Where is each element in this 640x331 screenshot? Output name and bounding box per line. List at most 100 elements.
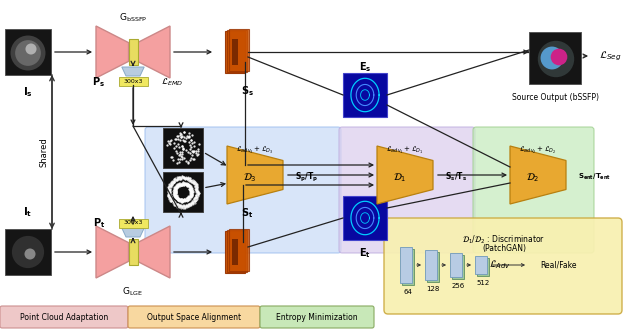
Text: $\mathrm{G_{LGE}}$: $\mathrm{G_{LGE}}$ — [122, 286, 143, 299]
Point — [168, 190, 179, 195]
Point — [184, 194, 195, 199]
Point — [167, 179, 177, 184]
Point — [177, 204, 187, 209]
Point — [172, 194, 182, 199]
Point — [175, 138, 186, 143]
Text: $\mathbf{I_t}$: $\mathbf{I_t}$ — [23, 205, 33, 219]
Point — [179, 182, 189, 187]
FancyBboxPatch shape — [225, 31, 245, 73]
Point — [172, 177, 182, 182]
Point — [190, 194, 200, 199]
Point — [169, 188, 179, 193]
Point — [177, 181, 187, 186]
Point — [173, 202, 184, 207]
Point — [180, 198, 190, 203]
Point — [174, 197, 184, 202]
Circle shape — [12, 236, 44, 268]
Point — [186, 194, 196, 199]
Point — [186, 190, 196, 195]
Point — [177, 155, 187, 160]
FancyBboxPatch shape — [450, 253, 462, 277]
Point — [190, 183, 200, 188]
Point — [172, 182, 182, 187]
Point — [176, 134, 186, 139]
Point — [170, 187, 180, 192]
Point — [186, 201, 196, 206]
Point — [163, 184, 173, 190]
Point — [180, 175, 191, 180]
FancyBboxPatch shape — [475, 256, 487, 274]
Point — [183, 175, 193, 180]
Point — [181, 174, 191, 180]
Point — [177, 183, 187, 188]
Point — [164, 194, 174, 199]
Point — [168, 180, 178, 186]
Point — [189, 199, 199, 204]
Polygon shape — [122, 67, 144, 76]
Point — [169, 185, 179, 190]
Point — [193, 188, 204, 193]
Point — [186, 202, 196, 208]
Point — [166, 183, 177, 189]
Point — [182, 195, 193, 200]
Point — [171, 143, 181, 149]
Point — [173, 196, 184, 201]
Point — [178, 146, 188, 152]
Point — [186, 187, 196, 192]
Point — [171, 191, 181, 196]
Point — [170, 191, 180, 196]
Point — [174, 159, 184, 165]
Point — [172, 185, 182, 190]
FancyBboxPatch shape — [400, 247, 412, 283]
Point — [169, 202, 179, 207]
Point — [182, 182, 192, 187]
Text: $\mathcal{D}_1$: $\mathcal{D}_1$ — [393, 171, 407, 184]
Point — [170, 200, 180, 206]
Point — [167, 178, 177, 183]
FancyBboxPatch shape — [425, 250, 437, 280]
Point — [177, 198, 188, 203]
Point — [181, 198, 191, 203]
Point — [182, 198, 192, 204]
Point — [178, 181, 188, 187]
Point — [169, 177, 179, 182]
Point — [166, 199, 177, 204]
Point — [191, 186, 202, 191]
Point — [184, 194, 194, 199]
Point — [188, 202, 198, 207]
Point — [165, 189, 175, 194]
Text: $\mathcal{D}_1/\mathcal{D}_2$ : Discriminator: $\mathcal{D}_1/\mathcal{D}_2$ : Discrimi… — [463, 234, 545, 246]
FancyBboxPatch shape — [145, 127, 341, 253]
Point — [188, 177, 198, 183]
Point — [173, 183, 184, 188]
Point — [164, 190, 175, 196]
Point — [193, 190, 204, 195]
Point — [179, 204, 189, 209]
Point — [191, 185, 202, 190]
FancyBboxPatch shape — [229, 28, 249, 71]
Point — [166, 185, 176, 190]
Point — [170, 189, 180, 194]
Point — [184, 182, 195, 188]
Point — [186, 190, 196, 196]
Point — [173, 141, 183, 147]
Point — [176, 204, 186, 209]
Point — [179, 181, 189, 186]
Point — [186, 178, 196, 183]
Point — [182, 183, 193, 188]
Point — [180, 205, 190, 210]
Text: Output Space Alignment: Output Space Alignment — [147, 312, 241, 321]
Point — [182, 197, 192, 203]
Point — [176, 154, 186, 159]
Text: 128: 128 — [426, 286, 440, 292]
Point — [184, 195, 194, 200]
Point — [180, 181, 190, 186]
Point — [186, 193, 196, 198]
Point — [180, 138, 190, 143]
Point — [176, 197, 186, 202]
Point — [186, 190, 196, 195]
Point — [186, 189, 196, 194]
Point — [189, 178, 200, 184]
Point — [191, 181, 202, 187]
Text: $\mathbf{E_t}$: $\mathbf{E_t}$ — [359, 246, 371, 260]
